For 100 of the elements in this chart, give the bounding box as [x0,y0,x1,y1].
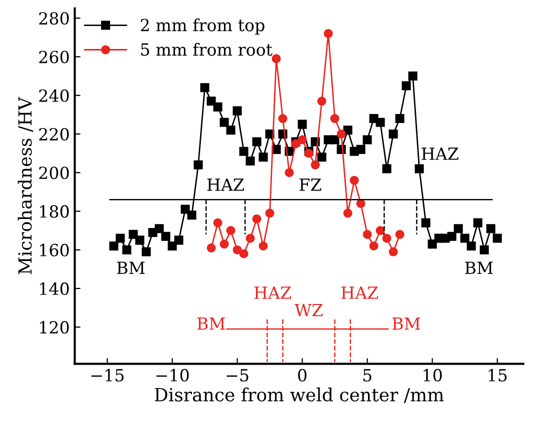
y-tick-label: 220 [39,128,69,141]
point [369,241,378,250]
point [324,29,333,38]
point [168,241,177,250]
x-axis-title: Disrance from weld center /mm [154,388,444,403]
y-tick-label: 140 [40,282,69,296]
point [232,245,242,254]
annotation: HAZ [422,148,458,160]
y-tick-label: 240 [39,89,69,102]
point [180,204,190,214]
point [376,118,385,127]
annotation: HAZ [207,178,244,191]
point [226,226,236,236]
point [220,240,229,249]
point [454,224,463,234]
y-tick-label: 120 [40,321,69,334]
point [480,245,489,254]
point [258,241,268,250]
y-tick-label: 260 [39,50,69,64]
point [492,234,502,243]
point [343,126,352,135]
point [473,218,482,228]
point [154,224,164,234]
point [408,72,418,81]
annotation: HAZ [341,286,378,299]
point [421,218,430,228]
point [460,234,470,243]
point [206,96,216,106]
point [284,168,294,178]
x-tick-label: −5 [226,369,248,382]
point [402,81,411,90]
point [116,234,125,243]
point [239,249,248,258]
point [317,96,326,106]
point [258,152,268,162]
point [252,137,262,146]
point [200,83,210,92]
annotation: BM [392,318,420,330]
x-tick-label: 0 [298,368,306,382]
annotation: BM [465,262,493,274]
point [220,118,229,127]
point [330,114,340,124]
point [376,226,385,236]
point [187,210,196,220]
y-tick-label: 160 [40,244,69,256]
point [395,230,404,239]
x-tick-label: −10 [156,368,189,382]
point [317,152,326,162]
point [128,230,138,239]
point [343,208,352,218]
annotation: HAZ [254,286,291,299]
annotation: BM [117,262,145,274]
point [350,176,359,185]
point [232,106,242,116]
point [135,236,144,245]
legend-label: 5 mm from root [141,42,272,56]
point [278,114,288,124]
point [298,120,307,129]
point [298,135,307,144]
annotation: BM [197,318,225,330]
annotation: FZ [300,178,322,191]
point [466,241,476,250]
point [272,54,281,64]
point [428,240,437,249]
point [447,232,456,241]
point [382,164,392,174]
point [362,230,372,239]
x-tick-label: 10 [424,368,442,382]
point [213,218,222,228]
point [122,245,132,254]
point [239,146,248,156]
point [362,135,372,144]
legend-label: 2 mm from top [140,18,264,35]
point [206,243,216,252]
point [382,234,392,243]
point [109,241,118,250]
point [395,114,404,124]
point [161,232,170,241]
point [252,214,262,224]
point [246,234,255,243]
point [174,236,184,245]
point [213,102,222,112]
point [226,126,236,135]
point [142,247,151,256]
point [414,164,424,174]
point [265,208,274,218]
y-tick-label: 280 [39,12,69,25]
y-tick-label: 200 [39,166,69,180]
point [388,129,398,138]
x-tick-label: 15 [488,368,507,382]
y-axis-title: Microhardness /HV [18,96,34,274]
point [310,160,320,170]
annotation: WZ [294,304,323,316]
point [336,129,346,138]
point [246,156,255,166]
point [330,135,340,144]
point [486,224,496,234]
x-tick-label: −15 [91,368,124,382]
point [356,144,366,154]
point [388,247,398,256]
